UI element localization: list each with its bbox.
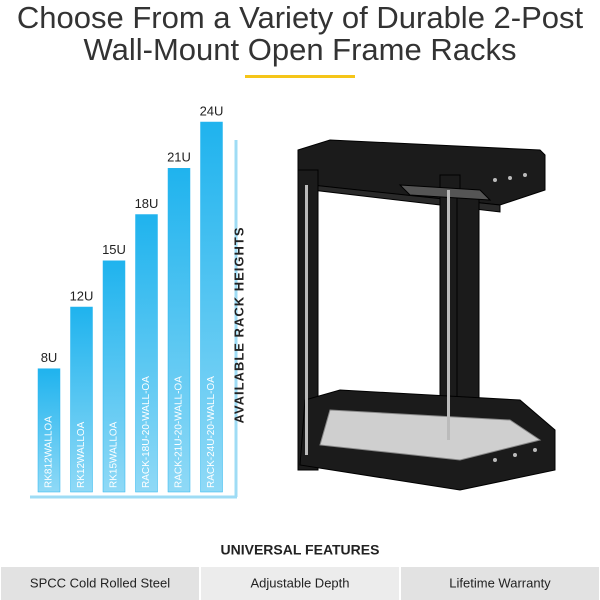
value-label: 24U bbox=[200, 103, 224, 118]
title-line: Choose From a Variety of Durable 2-Post bbox=[17, 0, 584, 35]
bar bbox=[167, 168, 191, 493]
value-label: 15U bbox=[102, 242, 126, 257]
bar bbox=[102, 260, 126, 493]
axis-label: AVAILABLE RACK HEIGHTS bbox=[231, 226, 246, 423]
bar bbox=[135, 214, 158, 493]
bar bbox=[70, 306, 93, 493]
feature-label: Lifetime Warranty bbox=[449, 575, 551, 590]
feature-cell bbox=[401, 567, 599, 600]
feature-label: Adjustable Depth bbox=[250, 575, 349, 590]
bars: 8U RK812WALLOA 12U RK12WALLOA 15U RK15WALLOA 1… bbox=[37, 103, 224, 493]
features-title: UNIVERSAL FEATURES bbox=[221, 542, 380, 558]
feature-label: SPCC Cold Rolled Steel bbox=[30, 575, 170, 590]
category-label: RK812WALLOA bbox=[44, 416, 55, 488]
category-label: RK15WALLOA bbox=[109, 421, 120, 488]
value-label: 12U bbox=[70, 288, 94, 303]
value-label: 21U bbox=[167, 150, 191, 165]
value-label: 8U bbox=[41, 350, 58, 365]
bar bbox=[37, 368, 61, 493]
value-label: 18U bbox=[135, 196, 159, 211]
rack-image bbox=[297, 139, 556, 491]
features-row: SPCC Cold Rolled Steel Adjustable Depth Li… bbox=[1, 567, 599, 600]
category-label: RACK-18U-20-WALL-OA bbox=[141, 376, 152, 488]
category-label: RACK-21U-20-WALL-OA bbox=[174, 376, 185, 488]
category-label: RACK-24U-20-WALL-OA bbox=[206, 376, 217, 488]
title-line: Wall-Mount Open Frame Racks bbox=[84, 32, 517, 67]
category-label: RK12WALLOA bbox=[76, 421, 87, 488]
feature-cell bbox=[1, 567, 199, 600]
bar bbox=[200, 121, 223, 493]
feature-cell bbox=[201, 567, 399, 600]
title-underline bbox=[245, 75, 355, 78]
